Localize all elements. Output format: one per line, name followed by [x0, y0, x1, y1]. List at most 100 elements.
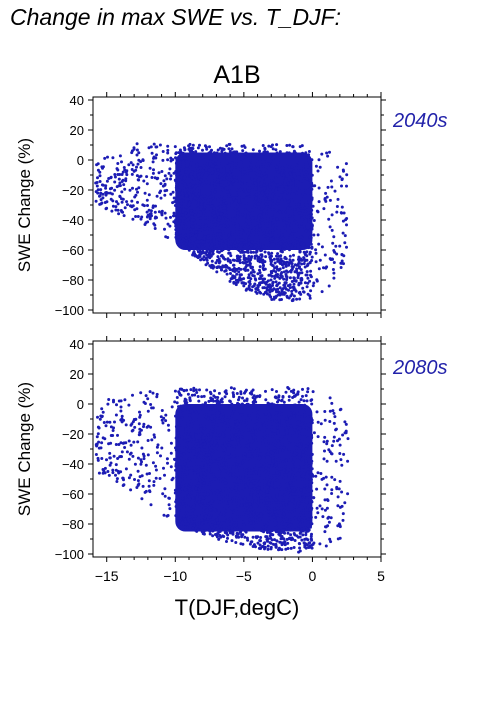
scatter-point [233, 258, 237, 262]
y-tick-label: 0 [77, 153, 84, 168]
scatter-point [159, 182, 163, 186]
scatter-point [268, 185, 272, 189]
scatter-point [188, 165, 192, 169]
scatter-point [214, 462, 218, 465]
scatter-point [298, 211, 302, 215]
scatter-point [132, 418, 136, 421]
scatter-point [294, 176, 298, 180]
scatter-point [277, 229, 281, 232]
scatter-point [260, 254, 264, 258]
scatter-point [200, 522, 204, 526]
scatter-point [297, 208, 301, 212]
scatter-point [199, 195, 203, 199]
scatter-point [267, 208, 271, 212]
scatter-point [238, 515, 242, 519]
scatter-point [283, 229, 287, 233]
scatter-point [96, 188, 100, 192]
scatter-point [136, 200, 139, 204]
scatter-point [285, 221, 289, 225]
scatter-point [284, 187, 288, 191]
scatter-point [271, 432, 274, 436]
scatter-point [259, 185, 263, 188]
scatter-point [338, 479, 342, 483]
scatter-point [193, 189, 197, 193]
scatter-point [208, 220, 211, 224]
scatter-point [275, 539, 279, 543]
scatter-point [191, 212, 194, 216]
scatter-point [343, 241, 347, 245]
scatter-point [270, 271, 274, 275]
scatter-point [142, 425, 145, 429]
scatter-point [279, 503, 283, 507]
scatter-point [123, 187, 127, 191]
scatter-point [150, 438, 154, 442]
scatter-point [120, 420, 124, 424]
scatter-point [254, 250, 258, 254]
scatter-point [111, 204, 115, 208]
scatter-point [174, 231, 178, 235]
scatter-point [250, 188, 254, 191]
scatter-point [186, 392, 190, 396]
scatter-point [212, 206, 216, 210]
scatter-point [221, 495, 225, 499]
scatter-point [302, 487, 306, 491]
scatter-point [219, 535, 223, 539]
scatter-point [295, 411, 299, 415]
scatter-point [262, 152, 266, 156]
scatter-point [239, 428, 243, 432]
scatter-point [196, 236, 200, 240]
scatter-point [205, 413, 208, 417]
scatter-point [205, 173, 209, 177]
scatter-point [184, 236, 188, 240]
scatter-point [178, 185, 182, 189]
scatter-point [208, 191, 212, 195]
scatter-point [240, 504, 244, 507]
scatter-point [180, 202, 183, 206]
scatter-point [343, 420, 347, 424]
scatter-point [185, 209, 189, 212]
scatter-point [164, 419, 168, 423]
scatter-point [251, 479, 255, 483]
scatter-point [240, 533, 244, 537]
scatter-point [187, 515, 191, 519]
scatter-point [228, 416, 231, 420]
scatter-point [209, 240, 213, 244]
scatter-point [97, 440, 101, 444]
scatter-point [174, 170, 178, 173]
scatter-point [301, 207, 304, 210]
scatter-point [233, 182, 237, 186]
scatter-point [302, 428, 306, 431]
scatter-point [200, 202, 204, 206]
scatter-point [111, 434, 115, 437]
scatter-point [307, 153, 311, 157]
scatter-point [169, 215, 172, 219]
scatter-point [279, 218, 283, 222]
scatter-point [201, 436, 205, 439]
scatter-point [280, 233, 284, 237]
scatter-point [194, 234, 198, 238]
scatter-point [239, 157, 243, 161]
scatter-point [303, 407, 307, 411]
scatter-point [277, 196, 281, 200]
scatter-point [245, 511, 249, 515]
scatter-point [154, 468, 158, 472]
scatter-point [308, 204, 312, 208]
scatter-point [236, 278, 240, 282]
scatter-point [100, 457, 104, 460]
scatter-point [246, 263, 250, 267]
scatter-point [281, 457, 285, 461]
scatter-point [288, 488, 292, 492]
scatter-point [290, 262, 294, 266]
scatter-point [297, 437, 301, 441]
scatter-point [261, 245, 265, 249]
scatter-point [99, 198, 103, 202]
scatter-point [113, 188, 117, 192]
scatter-point [215, 270, 219, 274]
scatter-point [247, 287, 251, 291]
scatter-point [288, 204, 292, 207]
scatter-point [306, 292, 310, 296]
scatter-point [227, 164, 231, 168]
scatter-point [250, 266, 253, 270]
scatter-point [266, 513, 270, 517]
scatter-point [343, 501, 347, 505]
